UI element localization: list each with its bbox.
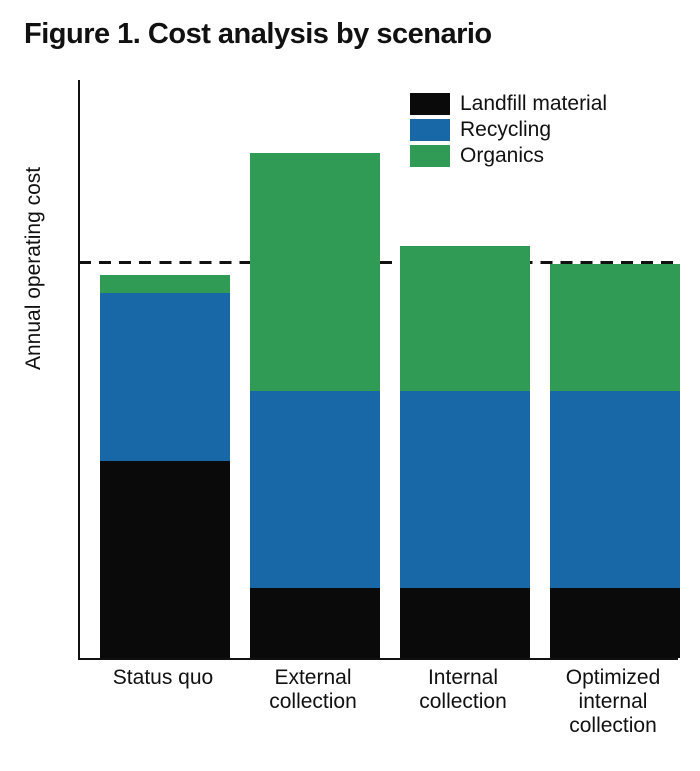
legend-label: Landfill material [460, 92, 607, 116]
bar-segment-recycling [400, 391, 530, 588]
legend-label: Organics [460, 144, 544, 168]
bar-segment-recycling [100, 293, 230, 461]
bar-segment-recycling [250, 391, 380, 588]
legend-item: Landfill material [410, 92, 607, 116]
bar-segment-landfill [400, 588, 530, 658]
bar-segment-organics [550, 264, 680, 392]
y-axis-label: Annual operating cost [22, 167, 46, 370]
figure: Figure 1. Cost analysis by scenario Annu… [0, 0, 700, 771]
legend-swatch [410, 145, 450, 167]
bar [400, 246, 530, 658]
figure-title: Figure 1. Cost analysis by scenario [24, 18, 492, 51]
bar-segment-organics [250, 153, 380, 391]
x-tick-label: Optimizedinternalcollection [548, 666, 678, 738]
bar-segment-recycling [550, 391, 680, 588]
bar-segment-landfill [550, 588, 680, 658]
x-tick-label: Status quo [98, 666, 228, 690]
legend-item: Organics [410, 144, 607, 168]
bar-segment-organics [400, 246, 530, 391]
legend: Landfill materialRecyclingOrganics [410, 92, 607, 170]
bar [550, 264, 680, 658]
x-tick-label: Externalcollection [248, 666, 378, 714]
legend-swatch [410, 93, 450, 115]
legend-item: Recycling [410, 118, 607, 142]
bar [100, 275, 230, 658]
x-tick-label: Internalcollection [398, 666, 528, 714]
legend-label: Recycling [460, 118, 551, 142]
bar-segment-organics [100, 275, 230, 292]
bar-segment-landfill [100, 461, 230, 658]
legend-swatch [410, 119, 450, 141]
bar-segment-landfill [250, 588, 380, 658]
bar [250, 153, 380, 658]
